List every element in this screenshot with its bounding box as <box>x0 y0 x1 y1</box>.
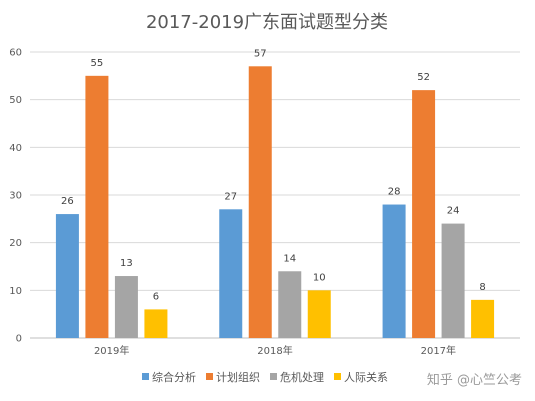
legend: 综合分析 计划组织 危机处理 人际关系 <box>142 370 388 384</box>
legend-swatch <box>206 373 213 380</box>
data-label: 24 <box>447 206 460 217</box>
legend-swatch <box>270 373 277 380</box>
bar <box>144 309 168 338</box>
y-tick-label: 60 <box>9 48 22 59</box>
data-label: 52 <box>417 72 430 83</box>
bar <box>382 204 406 338</box>
bar <box>219 209 243 338</box>
bar <box>412 90 436 338</box>
y-axis-ticks: 0 10 20 30 40 50 60 <box>9 48 22 345</box>
bar <box>278 271 302 338</box>
data-label: 10 <box>313 272 326 283</box>
bars <box>55 66 495 339</box>
y-tick-label: 50 <box>9 95 22 106</box>
data-label: 6 <box>153 291 159 302</box>
x-tick-label: 2018年 <box>257 344 292 357</box>
legend-swatch <box>334 373 341 380</box>
legend-swatch <box>142 373 149 380</box>
x-tick-label: 2019年 <box>94 344 129 357</box>
x-tick-label: 2017年 <box>421 344 456 357</box>
y-tick-label: 40 <box>9 143 22 154</box>
chart-title: 2017-2019广东面试题型分类 <box>146 12 388 33</box>
gridlines <box>30 51 520 339</box>
bar <box>85 75 109 338</box>
x-axis-ticks: 2019年 2018年 2017年 <box>94 344 456 357</box>
data-labels: 26 55 13 6 27 57 14 10 28 52 24 8 <box>61 48 486 302</box>
bar <box>248 66 272 339</box>
y-tick-label: 0 <box>16 334 22 345</box>
data-label: 55 <box>91 58 104 69</box>
bar <box>114 276 138 338</box>
legend-label: 人际关系 <box>344 370 388 384</box>
y-tick-label: 30 <box>9 191 22 202</box>
bar <box>307 290 331 338</box>
y-tick-label: 10 <box>9 286 22 297</box>
data-label: 28 <box>388 187 401 198</box>
data-label: 57 <box>254 48 267 59</box>
legend-label: 计划组织 <box>216 370 260 384</box>
data-label: 13 <box>120 258 133 269</box>
bar <box>471 299 495 338</box>
data-label: 14 <box>283 253 296 264</box>
y-tick-label: 20 <box>9 238 22 249</box>
watermark-text: 知乎 @心竺公考 <box>427 372 522 388</box>
data-label: 26 <box>61 196 74 207</box>
bar <box>55 214 79 338</box>
data-label: 27 <box>224 191 237 202</box>
legend-label: 危机处理 <box>280 370 324 384</box>
bar <box>441 223 465 338</box>
data-label: 8 <box>479 282 485 293</box>
legend-label: 综合分析 <box>152 370 196 384</box>
